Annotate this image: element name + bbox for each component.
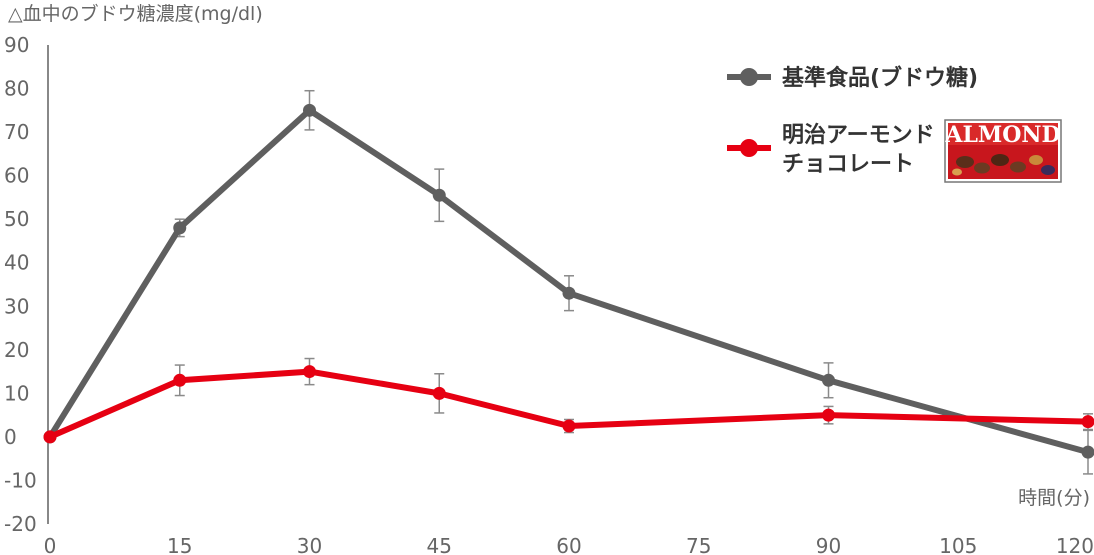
data-point [822, 408, 835, 422]
y-tick-label: 0 [4, 425, 17, 449]
data-point [1081, 445, 1094, 459]
legend-label-almond-line1: 明治アーモンド [782, 122, 935, 148]
legend-marker-glucose [740, 68, 758, 86]
data-point [43, 430, 57, 444]
data-point [432, 188, 446, 202]
x-tick-label: 0 [44, 534, 57, 555]
x-tick-label: 90 [816, 534, 841, 555]
x-tick-label: 105 [939, 534, 977, 555]
data-point [1081, 415, 1094, 429]
legend-marker-almond [740, 139, 758, 157]
x-tick-labels: 0 15 30 45 60 75 90 105 120 [44, 534, 1094, 555]
legend-item-almond: 明治アーモンド チョコレート [727, 122, 935, 177]
x-tick-label: 30 [297, 534, 322, 555]
x-tick-label: 45 [427, 534, 452, 555]
y-axis-title: △血中のブドウ糖濃度(mg/dl) [8, 2, 263, 25]
legend: 基準食品(ブドウ糖) 明治アーモンド チョコレート ALMOND [727, 65, 1062, 183]
x-axis-title: 時間(分) [1018, 487, 1090, 509]
legend-label-glucose: 基準食品(ブドウ糖) [782, 65, 978, 91]
data-point [173, 373, 187, 387]
y-tick-label: 40 [4, 251, 29, 275]
y-tick-label: 20 [4, 338, 29, 362]
data-point [562, 419, 576, 433]
data-point [432, 386, 446, 400]
series-1 [43, 357, 1094, 444]
series-layer [43, 89, 1094, 475]
x-tick-label: 15 [167, 534, 192, 555]
y-tick-label: 10 [4, 381, 29, 405]
y-tick-labels: 90 80 70 60 50 40 30 20 10 0 -10 -20 [4, 33, 37, 536]
y-tick-label: 60 [4, 164, 29, 188]
y-tick-label: 30 [4, 294, 29, 318]
y-tick-label: 50 [4, 207, 29, 231]
x-tick-label: 75 [686, 534, 711, 555]
y-tick-label: 70 [4, 120, 29, 144]
y-tick-label: -10 [4, 468, 37, 492]
almond-chocolate-package-icon: ALMOND [944, 119, 1062, 183]
legend-label-almond-line2: チョコレート [782, 152, 914, 177]
x-tick-label: 120 [1056, 534, 1094, 555]
legend-item-glucose: 基準食品(ブドウ糖) [727, 65, 978, 91]
data-point [562, 286, 576, 300]
series-0 [43, 89, 1094, 475]
y-tick-label: 80 [4, 77, 29, 101]
y-tick-label: 90 [4, 33, 29, 57]
y-tick-label: -20 [4, 512, 37, 536]
data-point [173, 221, 187, 235]
data-point [303, 103, 316, 117]
data-point [822, 373, 835, 387]
data-point [303, 365, 316, 379]
x-tick-label: 60 [556, 534, 581, 555]
logo-wordmark: ALMOND [944, 122, 1060, 148]
